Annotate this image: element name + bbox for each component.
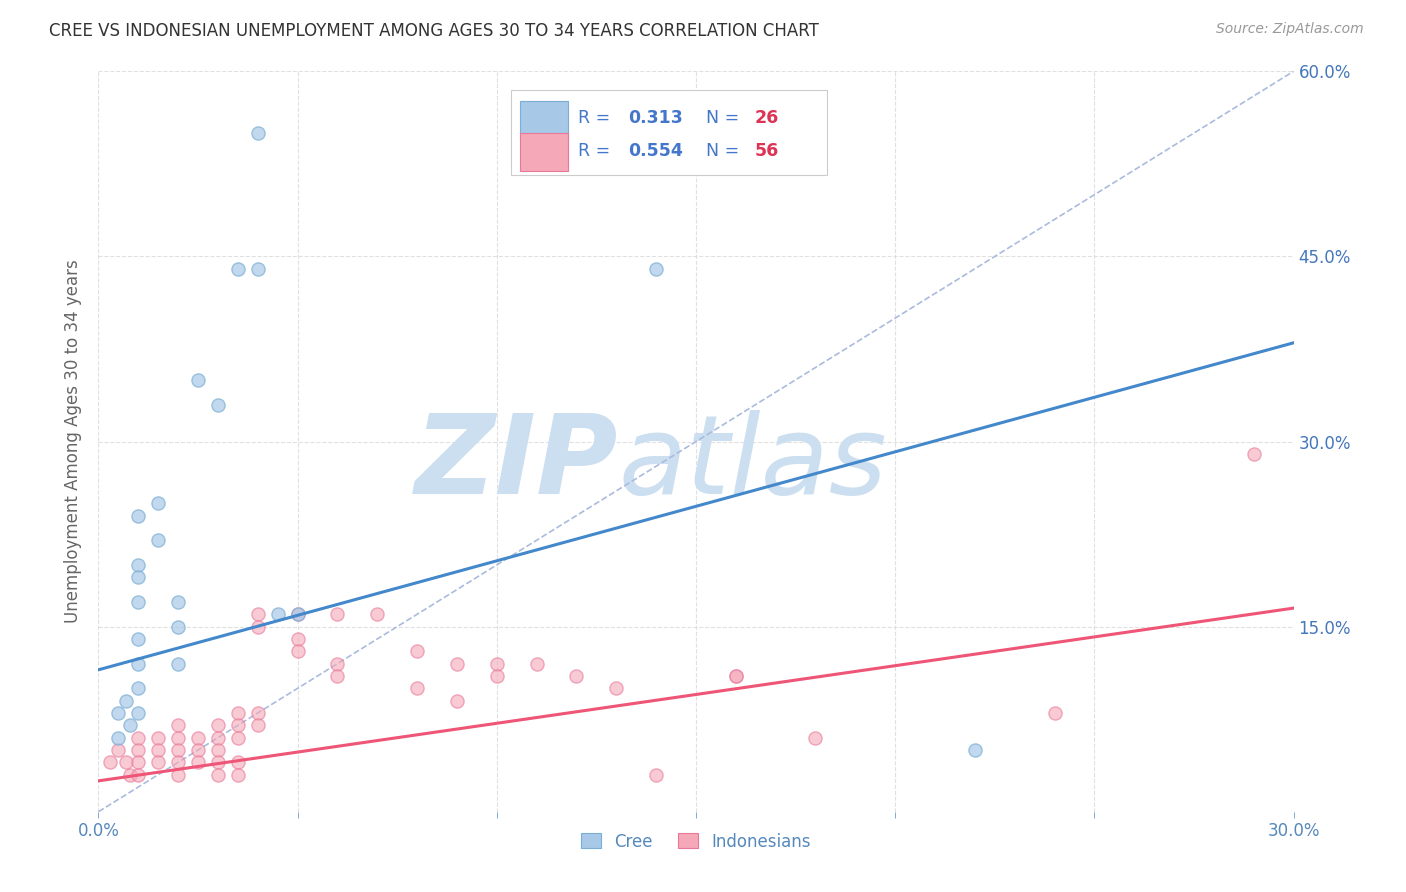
- Point: [127, 767, 149, 781]
- Text: Source: ZipAtlas.com: Source: ZipAtlas.com: [1216, 22, 1364, 37]
- Point: [645, 767, 668, 781]
- Text: N =: N =: [695, 142, 745, 160]
- FancyBboxPatch shape: [510, 90, 827, 175]
- Point: [406, 644, 429, 658]
- Point: [207, 731, 229, 745]
- Point: [167, 767, 190, 781]
- Point: [127, 632, 149, 646]
- Text: R =: R =: [578, 109, 616, 127]
- Point: [366, 607, 388, 622]
- Point: [963, 743, 986, 757]
- Point: [1243, 447, 1265, 461]
- Point: [167, 743, 190, 757]
- Point: [226, 731, 249, 745]
- Point: [107, 743, 129, 757]
- Point: [226, 767, 249, 781]
- Point: [226, 706, 249, 720]
- Point: [446, 657, 468, 671]
- Point: [127, 731, 149, 745]
- Point: [167, 718, 190, 732]
- Point: [187, 743, 209, 757]
- Point: [167, 595, 190, 609]
- Point: [127, 706, 149, 720]
- Point: [127, 508, 149, 523]
- Point: [267, 607, 290, 622]
- Point: [246, 706, 269, 720]
- Point: [107, 706, 129, 720]
- Point: [287, 632, 309, 646]
- Point: [98, 756, 122, 770]
- Point: [187, 756, 209, 770]
- Point: [226, 756, 249, 770]
- Point: [148, 496, 170, 510]
- Point: [107, 731, 129, 745]
- Point: [207, 756, 229, 770]
- Point: [226, 261, 249, 276]
- Point: [127, 743, 149, 757]
- Point: [485, 669, 508, 683]
- Point: [326, 657, 349, 671]
- Point: [148, 756, 170, 770]
- Point: [406, 681, 429, 696]
- Point: [605, 681, 627, 696]
- Text: atlas: atlas: [619, 410, 887, 517]
- Text: 56: 56: [755, 142, 779, 160]
- Point: [804, 731, 827, 745]
- Point: [724, 669, 747, 683]
- Point: [724, 669, 747, 683]
- Point: [287, 607, 309, 622]
- Point: [120, 718, 142, 732]
- Point: [115, 694, 138, 708]
- FancyBboxPatch shape: [520, 133, 568, 171]
- Point: [246, 718, 269, 732]
- Point: [246, 126, 269, 140]
- FancyBboxPatch shape: [520, 101, 568, 139]
- Point: [187, 373, 209, 387]
- Point: [187, 731, 209, 745]
- Point: [446, 694, 468, 708]
- Text: 0.313: 0.313: [628, 109, 682, 127]
- Point: [148, 533, 170, 548]
- Point: [127, 570, 149, 584]
- Point: [645, 261, 668, 276]
- Point: [127, 681, 149, 696]
- Y-axis label: Unemployment Among Ages 30 to 34 years: Unemployment Among Ages 30 to 34 years: [65, 260, 83, 624]
- Text: 0.554: 0.554: [628, 142, 683, 160]
- Point: [246, 607, 269, 622]
- Point: [565, 669, 588, 683]
- Point: [207, 398, 229, 412]
- Point: [120, 767, 142, 781]
- Point: [246, 619, 269, 633]
- Text: N =: N =: [695, 109, 745, 127]
- Point: [207, 767, 229, 781]
- Point: [326, 607, 349, 622]
- Text: ZIP: ZIP: [415, 410, 619, 517]
- Point: [127, 657, 149, 671]
- Point: [287, 607, 309, 622]
- Point: [526, 657, 548, 671]
- Point: [167, 756, 190, 770]
- Point: [485, 657, 508, 671]
- Point: [246, 261, 269, 276]
- Point: [1043, 706, 1066, 720]
- Point: [127, 756, 149, 770]
- Point: [326, 669, 349, 683]
- Point: [167, 657, 190, 671]
- Text: R =: R =: [578, 142, 616, 160]
- Legend: Cree, Indonesians: Cree, Indonesians: [572, 824, 820, 859]
- Point: [127, 595, 149, 609]
- Point: [287, 644, 309, 658]
- Point: [226, 718, 249, 732]
- Point: [115, 756, 138, 770]
- Point: [167, 731, 190, 745]
- Point: [148, 731, 170, 745]
- Point: [207, 718, 229, 732]
- Point: [167, 619, 190, 633]
- Point: [148, 743, 170, 757]
- Text: 26: 26: [755, 109, 779, 127]
- Point: [127, 558, 149, 572]
- Point: [207, 743, 229, 757]
- Text: CREE VS INDONESIAN UNEMPLOYMENT AMONG AGES 30 TO 34 YEARS CORRELATION CHART: CREE VS INDONESIAN UNEMPLOYMENT AMONG AG…: [49, 22, 820, 40]
